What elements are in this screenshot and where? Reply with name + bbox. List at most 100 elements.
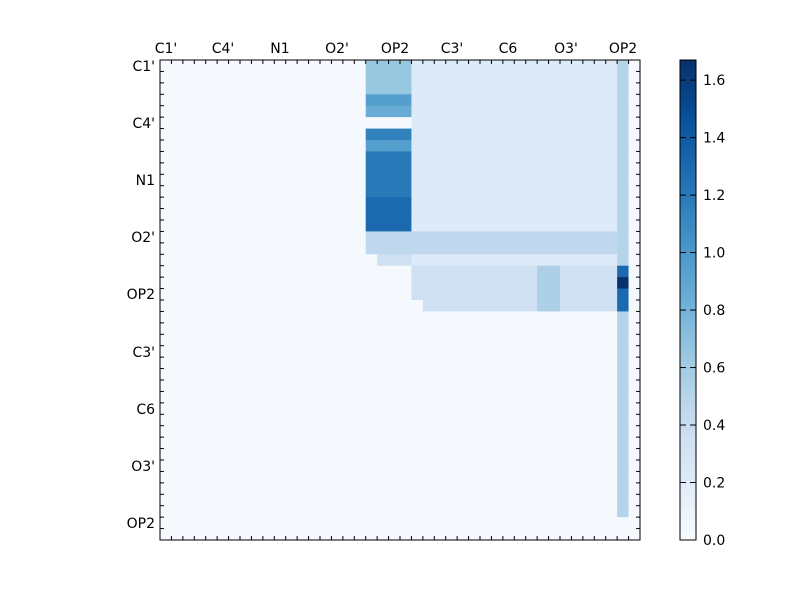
heatmap-cell [365, 140, 378, 152]
heatmap-cell [548, 140, 561, 152]
heatmap-cell [365, 482, 378, 495]
heatmap-cell [502, 60, 515, 72]
x-tick-label: O3' [554, 41, 578, 57]
heatmap-cell [262, 368, 275, 381]
heatmap-cell [548, 162, 561, 175]
heatmap-cell [400, 494, 412, 507]
heatmap-cell [628, 174, 641, 187]
heatmap-cell [457, 425, 469, 438]
heatmap-cell [251, 345, 264, 358]
heatmap-cell [594, 242, 607, 255]
heatmap-cell [457, 231, 469, 244]
heatmap-cell [228, 254, 241, 267]
heatmap-cell [548, 71, 561, 84]
heatmap-cell [628, 288, 641, 301]
heatmap-cell [422, 368, 435, 381]
heatmap-cell [251, 482, 264, 495]
heatmap-cell [308, 345, 321, 358]
heatmap-cell [480, 185, 492, 198]
heatmap-cell [525, 448, 538, 461]
heatmap-cell [400, 345, 412, 358]
heatmap-cell [445, 345, 458, 358]
y-tick-label: C1' [132, 59, 155, 75]
heatmap-cell [205, 242, 218, 255]
heatmap-cell [182, 380, 195, 392]
heatmap-cell [605, 311, 618, 324]
heatmap-cell [617, 174, 629, 187]
heatmap-cell [617, 414, 629, 427]
heatmap-cell [274, 208, 287, 221]
heatmap-cell [582, 128, 595, 141]
heatmap-cell [480, 448, 492, 461]
heatmap-cell [514, 528, 527, 541]
y-tick-label: OP2 [127, 516, 155, 532]
heatmap-cell [617, 117, 629, 129]
colorbar-tick-label: 1.6 [703, 73, 725, 89]
heatmap-cell [422, 128, 435, 141]
heatmap-cell [594, 105, 607, 118]
heatmap-cell [548, 528, 561, 541]
heatmap-cell [445, 220, 458, 232]
heatmap-cell [480, 425, 492, 438]
heatmap-cell [400, 174, 412, 187]
heatmap-cell [434, 94, 447, 107]
heatmap-cell [548, 94, 561, 107]
heatmap-cell [285, 151, 298, 164]
heatmap-cell [274, 460, 287, 472]
heatmap-cell [182, 334, 195, 347]
heatmap-cell [285, 231, 298, 244]
heatmap-cell [274, 368, 287, 381]
heatmap-cell [285, 277, 298, 289]
heatmap-cell [217, 60, 229, 72]
colorbar-tick-label: 0.6 [703, 361, 725, 377]
heatmap-cell [605, 94, 618, 107]
heatmap-cell [571, 140, 584, 152]
heatmap-cell [285, 185, 298, 198]
heatmap-cell [354, 300, 367, 312]
heatmap-cell [308, 471, 321, 484]
heatmap-cell [502, 265, 515, 278]
heatmap-cell [548, 517, 561, 529]
heatmap-cell [388, 380, 401, 392]
heatmap-cell [331, 357, 344, 369]
heatmap-cell [274, 471, 287, 484]
heatmap-cell [228, 128, 241, 141]
heatmap-cell [160, 208, 172, 221]
heatmap-cell [468, 208, 481, 221]
heatmap-cell [514, 208, 527, 221]
heatmap-cell [468, 254, 481, 267]
x-tick-label: N1 [270, 41, 289, 57]
heatmap-cell [354, 437, 367, 449]
heatmap-cell [297, 197, 309, 209]
heatmap-cell [182, 277, 195, 289]
heatmap-cell [400, 334, 412, 347]
heatmap-cell [400, 162, 412, 175]
heatmap-cell [331, 231, 344, 244]
heatmap-cell [262, 471, 275, 484]
heatmap-cell [308, 94, 321, 107]
heatmap-cell [582, 242, 595, 255]
heatmap-cell [411, 448, 424, 461]
heatmap-cell [445, 82, 458, 95]
heatmap-cell [502, 197, 515, 209]
heatmap-cell [582, 231, 595, 244]
heatmap-cell [514, 197, 527, 209]
heatmap-cell [388, 288, 401, 301]
heatmap-cell [400, 197, 412, 209]
heatmap-cell [285, 517, 298, 529]
heatmap-cell [434, 140, 447, 152]
heatmap-cell [468, 505, 481, 518]
heatmap-cell [342, 494, 355, 507]
heatmap-cell [342, 82, 355, 95]
heatmap-cell [228, 345, 241, 358]
heatmap-cell [160, 128, 172, 141]
heatmap-cell [582, 494, 595, 507]
heatmap-cell [617, 231, 629, 244]
heatmap-cell [491, 402, 504, 415]
heatmap-cell [182, 311, 195, 324]
heatmap-cell [480, 60, 492, 72]
heatmap-cell [171, 140, 184, 152]
heatmap-cell [320, 460, 332, 472]
heatmap-cell [240, 322, 252, 335]
heatmap-cell [160, 414, 172, 427]
